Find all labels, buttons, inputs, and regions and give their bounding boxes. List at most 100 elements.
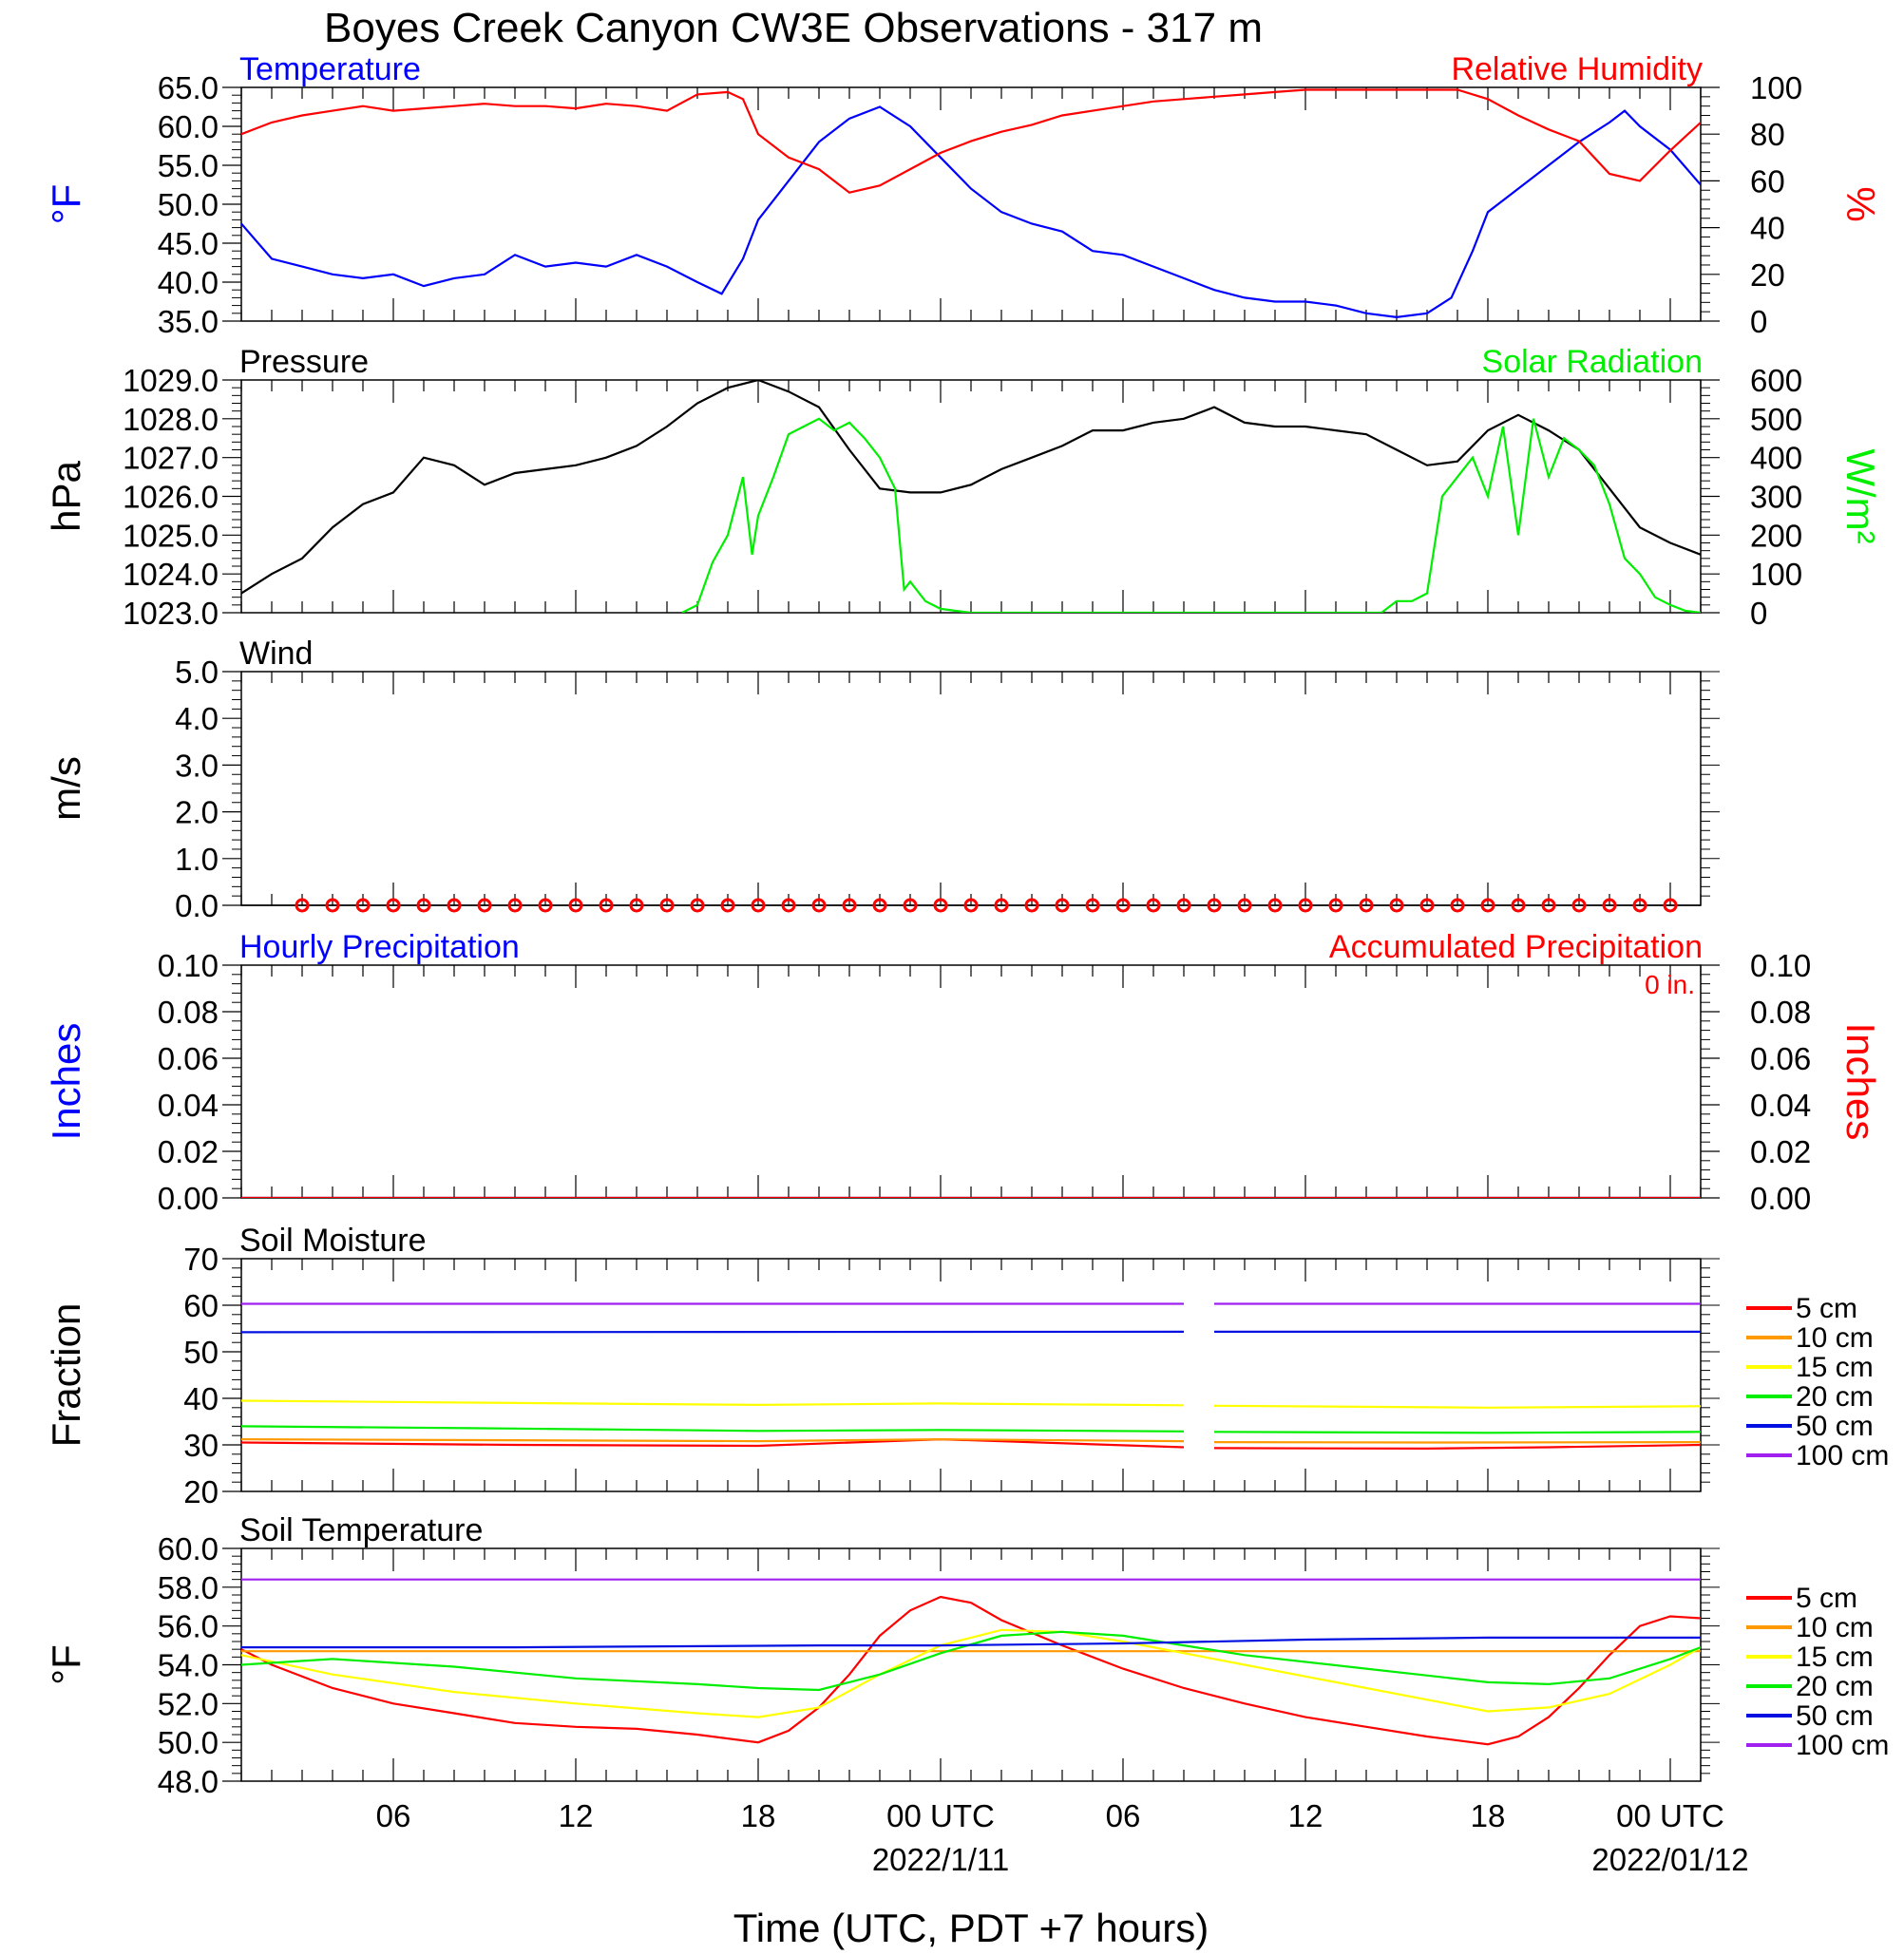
series-line-50-cm (241, 1330, 1185, 1334)
y-tick-label: 50 (183, 1335, 219, 1370)
y-tick-label: 50.0 (158, 1725, 219, 1760)
wind-point (1298, 898, 1313, 913)
wind-point (690, 898, 705, 913)
y-tick-label: 1029.0 (123, 363, 219, 398)
y-tick-label: 45.0 (158, 226, 219, 261)
panel-soil_temp: 60.0 58.0 56.0 54.052.0 50.0 48.0 Soil Tempera… (44, 1512, 1889, 1799)
y-axis-label: Fraction (44, 1303, 88, 1448)
figure-title: Boyes Creek Canyon CW3E Observations - 3… (324, 5, 1263, 51)
y-tick-label: 4.0 (175, 701, 219, 736)
x-tick-label: 00 UTC (886, 1798, 995, 1833)
y-tick-label: 55.0 (158, 148, 219, 183)
panel-temp_rh: 65.0 60.0 55.0 50.0 45.0 40.0 35.0 100 80 60 40 20 0… (44, 51, 1883, 339)
y2-tick-label: 0.02 (1750, 1134, 1811, 1169)
panel-title-left: Temperature (239, 51, 421, 87)
series-line-solar-radiation (681, 417, 1701, 613)
y-tick-label: 56.0 (158, 1609, 219, 1644)
y-tick-label: 1028.0 (123, 402, 219, 437)
panel-precip: 0.10 0.08 0.06 0.04 0.02 0.00 0.10 0.08 0.06 0.04… (44, 929, 1883, 1216)
y-tick-label: 65.0 (158, 70, 219, 105)
series-line-20-cm (241, 1425, 1185, 1433)
y2-tick-label: 80 (1750, 117, 1785, 152)
y-axis-label: °F (44, 1644, 88, 1684)
y-tick-label: 1023.0 (123, 596, 219, 631)
panel-wind: 5.0 4.0 3.0 2.0 1.0 0.0 Wind m/s (44, 636, 1720, 923)
y-tick-label: 1026.0 (123, 480, 219, 515)
panel-title-left: Soil Temperature (239, 1512, 483, 1548)
panel-soil_moisture: 70 60 50 40 30 20 Soil Moisture Fraction 5 cm10 … (44, 1223, 1889, 1509)
y-tick-label: 52.0 (158, 1686, 219, 1721)
series-line-5-cm (241, 1595, 1701, 1746)
y2-axis-label: W/m² (1838, 448, 1883, 543)
x-tick-label: 18 (1471, 1798, 1506, 1833)
series-line-10-cm (241, 1437, 1185, 1443)
wind-point (1571, 898, 1587, 913)
y2-tick-label: 0 (1750, 304, 1767, 339)
wind-point (507, 898, 523, 913)
wind-point (1024, 898, 1039, 913)
legend-label: 20 cm (1796, 1381, 1874, 1413)
wind-point (963, 898, 979, 913)
wind-point (447, 898, 462, 913)
wind-point (599, 898, 614, 913)
legend-label: 5 cm (1796, 1293, 1857, 1324)
series-line-20-cm (241, 1630, 1701, 1692)
legend-label: 50 cm (1796, 1700, 1874, 1732)
y2-tick-label: 400 (1750, 441, 1802, 476)
y2-tick-label: 0.08 (1750, 995, 1811, 1030)
y2-tick-label: 0.04 (1750, 1088, 1811, 1123)
y-tick-label: 48.0 (158, 1764, 219, 1799)
x-tick-label: 12 (1288, 1798, 1323, 1833)
legend-label: 100 cm (1796, 1440, 1889, 1471)
y-tick-label: 40 (183, 1381, 219, 1416)
wind-point (781, 898, 796, 913)
y2-tick-label: 100 (1750, 70, 1802, 105)
y2-axis-label: Inches (1838, 1023, 1883, 1141)
plot-frame (240, 671, 1702, 906)
plot-frame (240, 1547, 1702, 1782)
wind-point (811, 898, 827, 913)
series-line-15-cm (241, 1628, 1701, 1718)
y2-tick-label: 100 (1750, 557, 1802, 592)
y-tick-label: 0.02 (158, 1134, 219, 1169)
wind-point (659, 898, 675, 913)
series-line-50-cm (241, 1636, 1701, 1649)
wind-point (751, 898, 766, 913)
series-line-pressure (241, 380, 1701, 595)
y2-tick-label: 500 (1750, 402, 1802, 437)
y-axis-label: Inches (44, 1023, 88, 1141)
y2-tick-label: 600 (1750, 363, 1802, 398)
panel-title-left: Pressure (239, 344, 369, 380)
wind-point (1480, 898, 1495, 913)
wind-point (1602, 898, 1617, 913)
panel-title-right: Relative Humidity (1451, 51, 1703, 87)
wind-point (295, 898, 310, 913)
y2-tick-label: 40 (1750, 211, 1785, 246)
y-tick-label: 1024.0 (123, 557, 219, 592)
y2-tick-label: 20 (1750, 257, 1785, 293)
y-tick-label: 0.10 (158, 948, 219, 983)
wind-point (355, 898, 371, 913)
wind-point (1176, 898, 1191, 913)
y-tick-label: 1027.0 (123, 441, 219, 476)
panel-title-left: Hourly Precipitation (239, 929, 520, 965)
wind-point (1055, 898, 1070, 913)
y2-tick-label: 300 (1750, 480, 1802, 515)
panel-title-left: Soil Moisture (239, 1223, 427, 1259)
wind-point (1632, 898, 1647, 913)
wind-point (720, 898, 735, 913)
series-line-15-cm (241, 1399, 1185, 1407)
wind-point (477, 898, 492, 913)
wind-point (325, 898, 340, 913)
wind-point (1389, 898, 1404, 913)
y-tick-label: 0.04 (158, 1088, 219, 1123)
wind-point (1511, 898, 1526, 913)
y-tick-label: 0.00 (158, 1181, 219, 1216)
series-line-5-cm (1213, 1443, 1701, 1451)
legend-label: 100 cm (1796, 1730, 1889, 1761)
wind-point (386, 898, 401, 913)
y-tick-label: 5.0 (175, 655, 219, 690)
panel-title-right: Solar Radiation (1482, 344, 1703, 380)
panel-title-left: Wind (239, 636, 313, 672)
